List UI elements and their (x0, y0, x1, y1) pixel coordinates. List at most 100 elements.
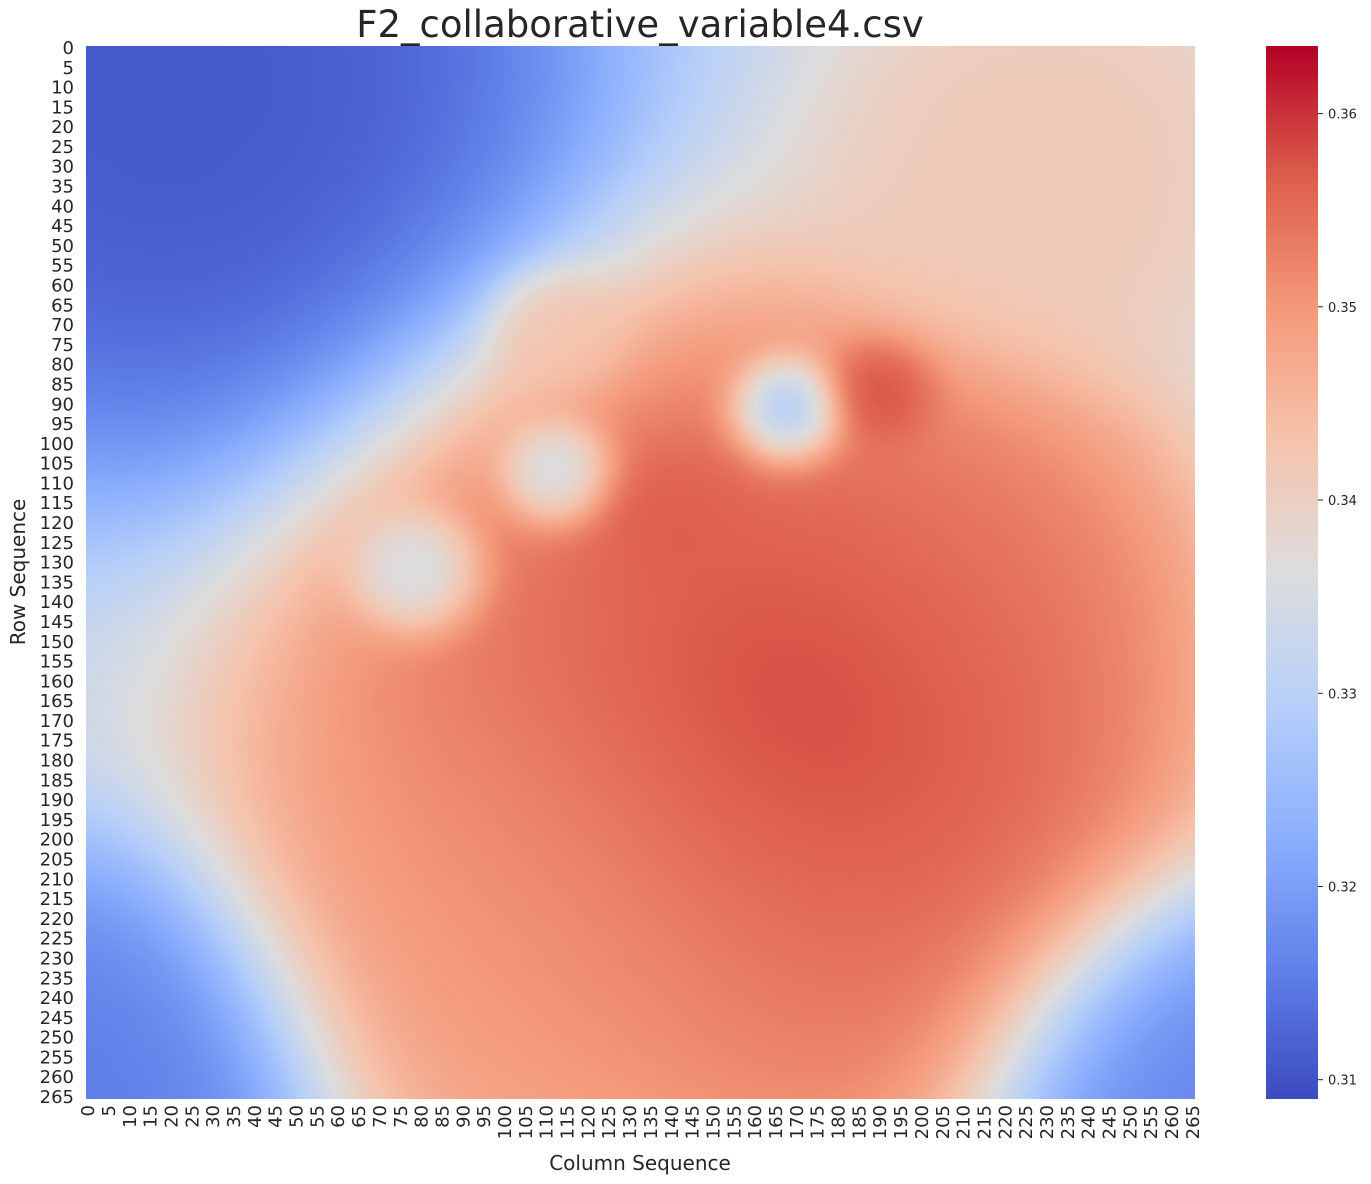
x-tick-label: 265 (1183, 1105, 1204, 1139)
colorbar-ticks: 0.31 0.32 0.33 0.34 0.35 0.36 (1318, 108, 1357, 1089)
colorbar-tick-label: 0.34 (1328, 494, 1357, 509)
y-axis-ticks: 0510152025303540455055606570758085909510… (40, 38, 74, 1108)
x-tick-label: 260 (1162, 1105, 1183, 1139)
x-tick-label: 0 (78, 1105, 99, 1116)
x-tick-label: 30 (203, 1105, 224, 1128)
y-tick-label: 140 (40, 592, 74, 613)
y-tick-label: 155 (40, 652, 74, 673)
x-tick-label: 40 (245, 1105, 266, 1128)
x-tick-label: 170 (787, 1105, 808, 1139)
y-tick-label: 15 (51, 97, 74, 118)
y-tick-label: 40 (51, 196, 74, 217)
x-tick-label: 240 (1079, 1105, 1100, 1139)
y-tick-label: 175 (40, 731, 74, 752)
x-tick-label: 45 (266, 1105, 287, 1128)
y-tick-label: 195 (40, 810, 74, 831)
y-tick-label: 115 (40, 493, 74, 514)
y-tick-label: 90 (51, 394, 74, 415)
colorbar-tick-label: 0.36 (1328, 108, 1357, 123)
y-tick-label: 260 (40, 1067, 74, 1088)
x-tick-label: 60 (328, 1105, 349, 1128)
y-tick-label: 100 (40, 434, 74, 455)
y-tick-label: 45 (51, 216, 74, 237)
x-tick-label: 140 (662, 1105, 683, 1139)
y-tick-label: 105 (40, 454, 74, 475)
x-tick-label: 235 (1058, 1105, 1079, 1139)
y-tick-label: 170 (40, 711, 74, 732)
y-tick-label: 70 (51, 315, 74, 336)
x-tick-label: 25 (182, 1105, 203, 1128)
x-tick-label: 85 (433, 1105, 454, 1128)
y-tick-label: 205 (40, 850, 74, 871)
x-tick-label: 65 (349, 1105, 370, 1128)
y-tick-label: 85 (51, 375, 74, 396)
x-tick-label: 220 (995, 1105, 1016, 1139)
x-tick-label: 15 (141, 1105, 162, 1128)
y-tick-label: 215 (40, 889, 74, 910)
y-tick-label: 230 (40, 949, 74, 970)
x-tick-label: 20 (162, 1105, 183, 1128)
x-tick-label: 210 (954, 1105, 975, 1139)
y-tick-label: 265 (40, 1087, 74, 1108)
x-tick-label: 145 (683, 1105, 704, 1139)
x-tick-label: 200 (912, 1105, 933, 1139)
y-tick-label: 60 (51, 276, 74, 297)
x-tick-label: 255 (1141, 1105, 1162, 1139)
x-tick-label: 130 (620, 1105, 641, 1139)
y-tick-label: 130 (40, 553, 74, 574)
y-tick-label: 125 (40, 533, 74, 554)
y-tick-label: 120 (40, 513, 74, 534)
x-tick-label: 225 (1016, 1105, 1037, 1139)
x-tick-label: 55 (307, 1105, 328, 1128)
colorbar-tick-label: 0.32 (1328, 881, 1357, 896)
x-tick-label: 75 (391, 1105, 412, 1128)
x-tick-label: 165 (766, 1105, 787, 1139)
x-axis-ticks: 0 5 10 15 20 25 30 35 40 45 50 55 60 65 70 75 80 85 90 95 10… (78, 1105, 1204, 1139)
y-tick-label: 0 (63, 38, 74, 59)
x-tick-label: 110 (537, 1105, 558, 1139)
x-tick-label: 190 (870, 1105, 891, 1139)
y-tick-label: 165 (40, 691, 74, 712)
y-tick-label: 225 (40, 929, 74, 950)
x-tick-label: 175 (808, 1105, 829, 1139)
x-tick-label: 120 (578, 1105, 599, 1139)
x-axis-label: Column Sequence (549, 1151, 731, 1175)
x-tick-label: 35 (224, 1105, 245, 1128)
colorbar-tick-label: 0.33 (1328, 687, 1357, 702)
colorbar (1266, 46, 1318, 1099)
y-tick-label: 210 (40, 869, 74, 890)
y-tick-label: 110 (40, 473, 74, 494)
y-tick-label: 50 (51, 236, 74, 257)
x-tick-label: 160 (745, 1105, 766, 1139)
y-tick-label: 10 (51, 78, 74, 99)
y-tick-label: 245 (40, 1008, 74, 1029)
y-tick-label: 185 (40, 770, 74, 791)
colorbar-tick-label: 0.31 (1328, 1074, 1357, 1089)
x-tick-label: 215 (975, 1105, 996, 1139)
x-tick-label: 155 (724, 1105, 745, 1139)
x-tick-label: 100 (495, 1105, 516, 1139)
y-axis-label: Row Sequence (6, 499, 30, 646)
x-tick-label: 205 (933, 1105, 954, 1139)
y-tick-label: 240 (40, 988, 74, 1009)
heatmap-grid (86, 46, 1195, 1099)
y-tick-label: 55 (51, 256, 74, 277)
x-tick-label: 195 (891, 1105, 912, 1139)
y-tick-label: 145 (40, 612, 74, 633)
x-tick-label: 245 (1100, 1105, 1121, 1139)
y-tick-label: 75 (51, 335, 74, 356)
y-tick-label: 35 (51, 177, 74, 198)
x-tick-label: 80 (412, 1105, 433, 1128)
y-tick-label: 160 (40, 671, 74, 692)
y-tick-label: 180 (40, 751, 74, 772)
x-tick-label: 5 (99, 1105, 120, 1116)
x-tick-label: 70 (370, 1105, 391, 1128)
x-tick-label: 10 (120, 1105, 141, 1128)
y-tick-label: 135 (40, 572, 74, 593)
colorbar-tick-label: 0.35 (1328, 301, 1357, 316)
y-tick-label: 200 (40, 830, 74, 851)
y-tick-label: 25 (51, 137, 74, 158)
x-tick-label: 125 (599, 1105, 620, 1139)
y-tick-label: 30 (51, 157, 74, 178)
